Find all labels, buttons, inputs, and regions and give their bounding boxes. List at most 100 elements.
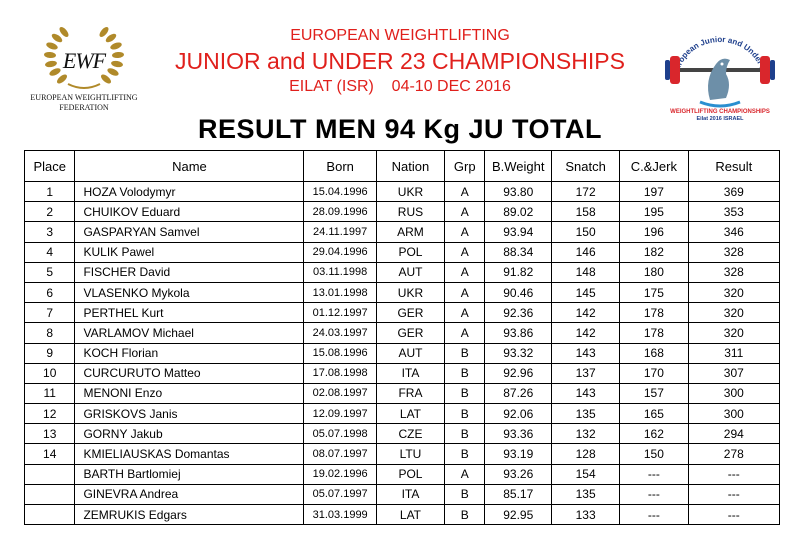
cell-nation: RUS: [375, 201, 446, 223]
federation-name: EUROPEAN WEIGHTLIFTING FEDERATION: [18, 93, 150, 113]
table-row: 8 VARLAMOV Michael 24.03.1997 GER A 93.86 142 1…: [23, 322, 781, 344]
cell-snatch: 133: [551, 503, 621, 526]
cell-grp: A: [443, 221, 486, 243]
cell-cjerk: 196: [619, 221, 689, 243]
cell-result: 278: [687, 443, 781, 465]
cell-grp: A: [443, 463, 486, 485]
cell-snatch: 146: [551, 241, 621, 263]
svg-text:WEIGHTLIFTING CHAMPIONSHIPS: WEIGHTLIFTING CHAMPIONSHIPS: [670, 109, 770, 115]
cell-cjerk: 168: [619, 342, 689, 364]
cell-grp: B: [443, 443, 486, 465]
cell-result: 294: [687, 423, 781, 445]
cell-place: 9: [23, 342, 76, 364]
cell-grp: A: [443, 261, 486, 283]
cell-snatch: 143: [551, 382, 621, 405]
cell-name: FISCHER David: [74, 261, 305, 283]
cell-place: [23, 503, 76, 526]
cell-cjerk: 180: [619, 261, 689, 283]
cell-result: 346: [687, 221, 781, 243]
cell-bweight: 92.06: [484, 403, 553, 425]
cell-born: 08.07.1997: [303, 443, 377, 465]
cell-snatch: 135: [551, 483, 621, 506]
cell-bweight: 85.17: [484, 483, 553, 506]
laurel-wreath-icon: [44, 27, 124, 89]
header-bweight: B.Weight: [484, 150, 553, 182]
cell-place: 5: [23, 261, 76, 283]
cell-place: 12: [23, 403, 76, 425]
table-row: 3 GASPARYAN Samvel 24.11.1997 ARM A 93.94 150 1…: [23, 221, 781, 243]
table-row: 10 CURCURUTO Matteo 17.08.1998 ITA B 92.96 137…: [23, 362, 781, 384]
cell-bweight: 93.32: [484, 342, 553, 364]
cell-place: 4: [23, 241, 76, 263]
cell-grp: B: [443, 362, 486, 384]
cell-cjerk: 178: [619, 322, 689, 344]
cell-cjerk: ---: [619, 483, 689, 506]
cell-cjerk: 182: [619, 241, 689, 263]
cell-place: 1: [23, 180, 76, 203]
cell-name: VLASENKO Mykola: [74, 281, 305, 304]
cell-name: VARLAMOV Michael: [74, 322, 305, 344]
cell-result: 320: [687, 322, 781, 344]
table-row: 1 HOZA Volodymyr 15.04.1996 UKR A 93.80 172 197…: [23, 180, 781, 203]
cell-grp: A: [443, 180, 486, 203]
cell-place: 13: [23, 423, 76, 445]
cell-place: [23, 483, 76, 506]
cell-born: 15.08.1996: [303, 342, 377, 364]
cell-place: 7: [23, 302, 76, 324]
cell-place: [23, 463, 76, 485]
table-row: ZEMRUKIS Edgars 31.03.1999 LAT B 92.95 133 ---…: [23, 503, 781, 526]
cell-name: ZEMRUKIS Edgars: [74, 503, 305, 526]
header-nation: Nation: [375, 150, 446, 182]
cell-bweight: 87.26: [484, 382, 553, 405]
cell-cjerk: 150: [619, 443, 689, 465]
cell-name: BARTH Bartlomiej: [74, 463, 305, 485]
cell-name: GORNY Jakub: [74, 423, 305, 445]
cell-cjerk: 165: [619, 403, 689, 425]
table-row: GINEVRA Andrea 05.07.1997 ITA B 85.17 135 --- -…: [23, 483, 781, 506]
cell-nation: GER: [375, 322, 446, 344]
cell-result: 353: [687, 201, 781, 223]
cell-snatch: 132: [551, 423, 621, 445]
cell-result: 300: [687, 403, 781, 425]
cell-born: 31.03.1999: [303, 503, 377, 526]
cell-result: ---: [687, 463, 781, 485]
cell-bweight: 89.02: [484, 201, 553, 223]
table-row: 7 PERTHEL Kurt 01.12.1997 GER A 92.36 142 178 32…: [23, 302, 781, 324]
cell-name: CURCURUTO Matteo: [74, 362, 305, 384]
cell-cjerk: 170: [619, 362, 689, 384]
cell-bweight: 90.46: [484, 281, 553, 304]
cell-snatch: 150: [551, 221, 621, 243]
cell-snatch: 145: [551, 281, 621, 304]
championship-logo: European Junior and Under 23 WEIGHTLIFTI…: [660, 30, 780, 122]
cell-place: 14: [23, 443, 76, 465]
cell-result: ---: [687, 503, 781, 526]
cell-grp: B: [443, 483, 486, 506]
header-place: Place: [23, 150, 76, 182]
table-row: 12 GRISKOVS Janis 12.09.1997 LAT B 92.06 135 16…: [23, 403, 781, 425]
cell-result: 311: [687, 342, 781, 364]
cell-grp: B: [443, 423, 486, 445]
cell-result: 320: [687, 281, 781, 304]
cell-cjerk: ---: [619, 503, 689, 526]
header-result: Result: [687, 150, 781, 182]
cell-snatch: 158: [551, 201, 621, 223]
cell-nation: POL: [375, 241, 446, 263]
cell-born: 17.08.1998: [303, 362, 377, 384]
cell-nation: LTU: [375, 443, 446, 465]
cell-bweight: 92.95: [484, 503, 553, 526]
cell-cjerk: 178: [619, 302, 689, 324]
header-cjerk: C.&Jerk: [619, 150, 689, 182]
cell-nation: GER: [375, 302, 446, 324]
cell-nation: POL: [375, 463, 446, 485]
cell-grp: B: [443, 403, 486, 425]
cell-name: KOCH Florian: [74, 342, 305, 364]
cell-bweight: 93.86: [484, 322, 553, 344]
ewf-letters: EWF: [62, 48, 106, 73]
header-line1: EUROPEAN WEIGHTLIFTING: [290, 27, 510, 44]
cell-result: 300: [687, 382, 781, 405]
cell-result: 307: [687, 362, 781, 384]
cell-name: GRISKOVS Janis: [74, 403, 305, 425]
svg-text:Eilat 2016 ISRAEL: Eilat 2016 ISRAEL: [696, 116, 744, 122]
cell-name: HOZA Volodymyr: [74, 180, 305, 203]
event-header: EUROPEAN WEIGHTLIFTING JUNIOR and UNDER …: [150, 26, 650, 98]
